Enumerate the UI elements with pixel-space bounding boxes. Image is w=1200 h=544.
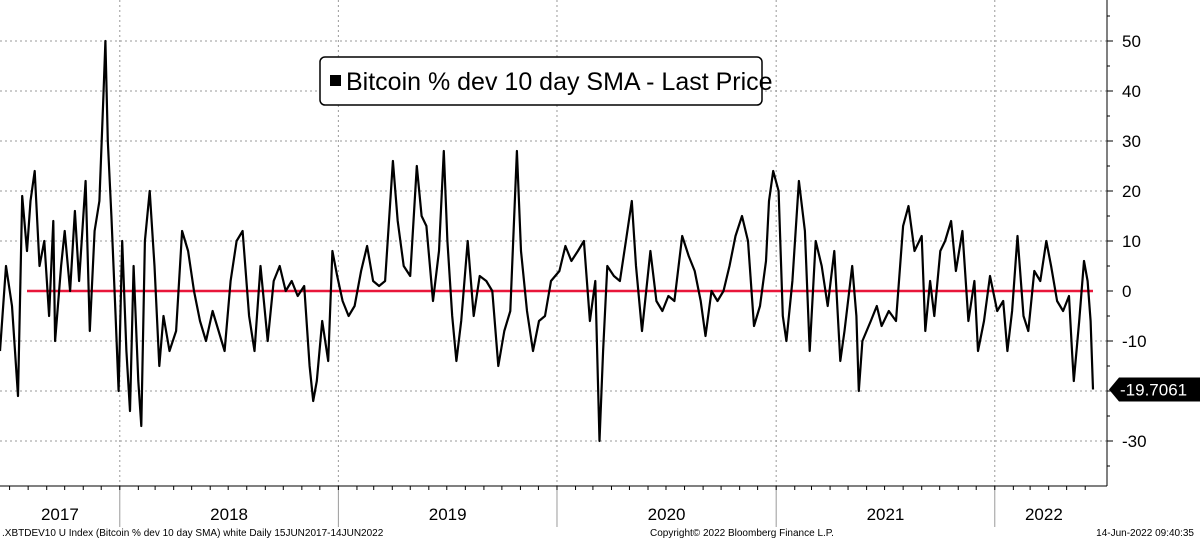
x-tick-label: 2018 xyxy=(210,505,248,524)
legend: Bitcoin % dev 10 day SMA - Last Price xyxy=(319,56,773,106)
series-line xyxy=(0,39,1095,443)
footer-timestamp: 14-Jun-2022 09:40:35 xyxy=(1096,528,1194,539)
x-axis: 2017 2018 2019 2020 2021 2022 xyxy=(0,485,1107,527)
y-tick-label: -10 xyxy=(1122,332,1147,351)
legend-entry: Bitcoin % dev 10 day SMA - Last Price xyxy=(346,68,773,96)
y-tick-label: -30 xyxy=(1122,432,1147,451)
last-value-label: -19.7061 xyxy=(1120,381,1187,400)
x-tick-label: 2020 xyxy=(648,505,686,524)
last-value-tag xyxy=(1109,377,1200,402)
x-tick-label: 2021 xyxy=(867,505,905,524)
y-tick-label: 40 xyxy=(1122,82,1141,101)
y-axis: 50 40 30 20 10 0 -10 -30 xyxy=(1106,0,1147,486)
series-bitcoin-dev xyxy=(0,39,1095,443)
x-tick-label: 2019 xyxy=(429,505,467,524)
y-tick-label: 30 xyxy=(1122,132,1141,151)
x-tick-label: 2022 xyxy=(1025,505,1063,524)
legend-box xyxy=(319,56,763,106)
y-tick-label: 0 xyxy=(1122,282,1131,301)
last-value-callout: -19.7061 xyxy=(1109,377,1200,402)
footer-copyright: Copyright© 2022 Bloomberg Finance L.P. xyxy=(650,528,834,539)
y-tick-label: 10 xyxy=(1122,232,1141,251)
y-tick-label: 50 xyxy=(1122,32,1141,51)
y-tick-label: 20 xyxy=(1122,182,1141,201)
footer-security-description: .XBTDEV10 U Index (Bitcoin % dev 10 day … xyxy=(2,528,384,539)
x-tick-label: 2017 xyxy=(41,505,79,524)
legend-swatch xyxy=(330,75,341,86)
